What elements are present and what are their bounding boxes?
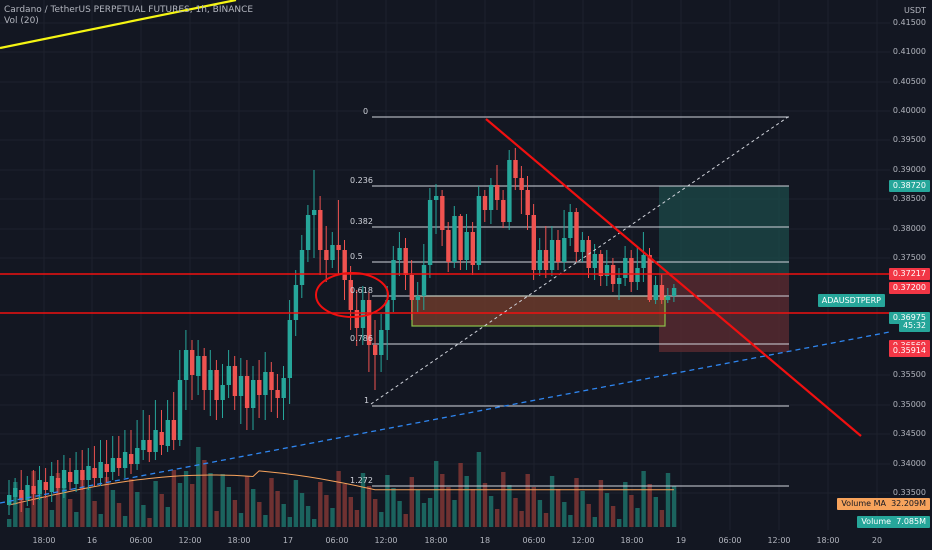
price-tick-label: 0.35500 <box>892 370 926 379</box>
time-tick-label: 16 <box>86 536 98 545</box>
time-tick-label: 06:00 <box>718 536 742 545</box>
time-tick-label: 18:00 <box>32 536 56 545</box>
fib-level-label: 1 <box>364 396 370 405</box>
time-tick-label: 18:00 <box>424 536 448 545</box>
price-tick-label: 0.41000 <box>892 47 926 56</box>
time-tick-label: 12:00 <box>178 536 202 545</box>
chart-legend: Cardano / TetherUS PERPETUAL FUTURES, 1h… <box>4 5 253 27</box>
price-tick-label: 0.37500 <box>892 253 926 262</box>
time-tick-label: 18:00 <box>620 536 644 545</box>
price-tick-label: 0.38500 <box>892 194 926 203</box>
volume-ma-tag: Volume MA 32.209M <box>837 498 930 510</box>
price-tick-label: 0.33500 <box>892 488 926 497</box>
time-tick-label: 18 <box>479 536 491 545</box>
fib-level-label: 0.5 <box>350 252 363 261</box>
candlesticks <box>7 148 677 515</box>
demand-zone-rect[interactable] <box>411 295 666 327</box>
fib-white-dashed-diagonal <box>370 116 789 405</box>
price-tick-label: 0.34000 <box>892 459 926 468</box>
price-tick-label: 0.34500 <box>892 429 926 438</box>
price-tag: 45:32 <box>898 320 930 332</box>
symbol-title[interactable]: Cardano / TetherUS PERPETUAL FUTURES, 1h… <box>4 5 254 15</box>
time-tick-label: 18:00 <box>227 536 251 545</box>
fib-level-label: 1.272 <box>350 476 373 485</box>
price-tag: 0.37217 <box>888 268 930 280</box>
price-tick-label: 0.38000 <box>892 224 926 233</box>
price-tick-label: 0.35000 <box>892 400 926 409</box>
volume-tag: Volume 7.085M <box>857 516 930 528</box>
red-descending-trendline <box>485 118 862 437</box>
fib-level-label: 0.786 <box>350 334 373 343</box>
time-tick-label: 06:00 <box>129 536 153 545</box>
volume-ma-line <box>8 470 674 506</box>
time-tick-label: 12:00 <box>571 536 595 545</box>
time-tick-label: 12:00 <box>767 536 791 545</box>
price-axis-unit: USDT <box>904 6 926 15</box>
fib-level-label: 0 <box>363 107 369 116</box>
time-tick-label: 06:00 <box>325 536 349 545</box>
price-tick-label: 0.40500 <box>892 77 926 86</box>
symbol-price-tag[interactable]: ADAUSDTPERP <box>817 294 885 307</box>
drawings[interactable] <box>0 0 901 504</box>
fib-level-label: 0.618 <box>350 286 373 295</box>
volume-indicator-label[interactable]: Vol (20) <box>4 16 39 26</box>
yellow-trendline <box>0 0 237 50</box>
red-circle-annotation <box>315 272 389 318</box>
fib-level-label: 0.382 <box>350 217 373 226</box>
time-tick-label: 19 <box>675 536 687 545</box>
price-tick-label: 0.39500 <box>892 135 926 144</box>
price-tag: 0.35914 <box>888 345 930 357</box>
price-tick-label: 0.41500 <box>892 18 926 27</box>
time-tick-label: 12:00 <box>374 536 398 545</box>
time-tick-label: 20 <box>871 536 883 545</box>
time-tick-label: 17 <box>282 536 294 545</box>
price-tick-label: 0.39000 <box>892 165 926 174</box>
time-tick-label: 06:00 <box>522 536 546 545</box>
fib-level-label: 0.236 <box>350 176 373 185</box>
long-position-target-zone[interactable] <box>659 186 789 274</box>
time-tick-label: 18:00 <box>816 536 840 545</box>
volume-bars <box>7 447 677 527</box>
price-tag: 0.37200 <box>888 282 930 294</box>
price-tick-label: 0.40000 <box>892 106 926 115</box>
price-tag: 0.38720 <box>888 180 930 192</box>
